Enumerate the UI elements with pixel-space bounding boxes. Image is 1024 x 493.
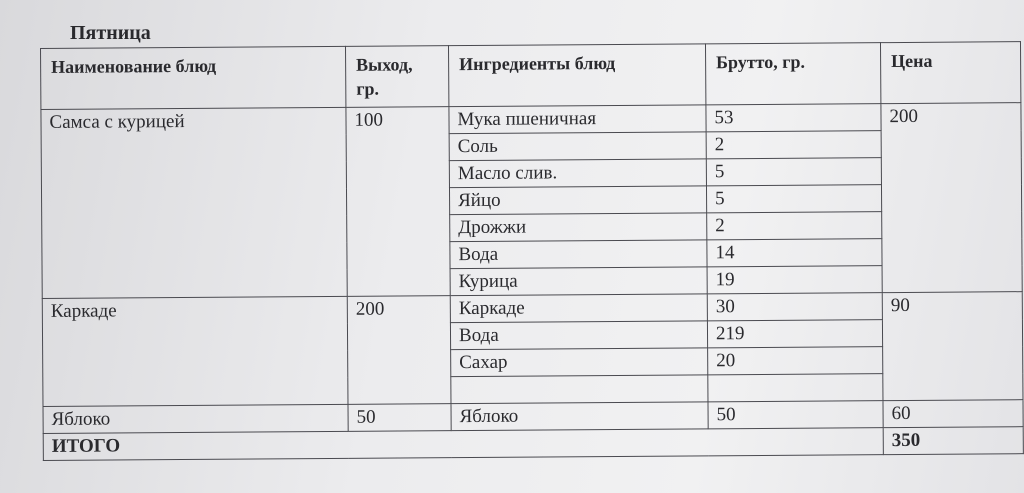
- dish-price: 60: [882, 399, 1024, 428]
- header-yield: Выход, гр.: [345, 45, 449, 108]
- ingredient-name: Яйцо: [449, 185, 707, 215]
- page-title: Пятница: [70, 22, 151, 44]
- dish-price: 90: [882, 291, 1023, 401]
- ingredient-gross: 5: [706, 157, 882, 186]
- ingredient-gross: 14: [706, 238, 883, 267]
- ingredient-name: Каркаде: [450, 293, 708, 323]
- ingredient-gross: 5: [706, 184, 882, 213]
- ingredient-gross: 53: [705, 103, 882, 132]
- ingredient-gross: 2: [706, 211, 882, 240]
- ingredient-name: Сахар: [450, 347, 708, 377]
- ingredient-name: Соль: [449, 131, 707, 161]
- ingredient-gross: 50: [707, 400, 884, 429]
- ingredient-gross: [707, 373, 883, 402]
- ingredient-name: [450, 374, 708, 404]
- header-gross: Брутто, гр.: [705, 42, 881, 105]
- dish-yield: 50: [347, 403, 452, 432]
- dish-name: Самса с курицей: [40, 107, 348, 299]
- ingredient-name: Яблоко: [450, 401, 709, 431]
- ingredient-gross: 30: [707, 292, 883, 321]
- ingredient-gross: 19: [707, 265, 883, 294]
- dish-yield: 200: [347, 295, 451, 405]
- ingredient-name: Мука пшеничная: [448, 104, 707, 134]
- dish-name: Яблоко: [43, 404, 349, 434]
- header-price: Цена: [880, 41, 1021, 104]
- ingredient-name: Вода: [449, 239, 708, 269]
- ingredient-name: Дрожжи: [449, 212, 707, 242]
- dish-yield: 100: [345, 106, 451, 297]
- header-row: Наименование блюд Выход, гр. Ингредиенты…: [40, 41, 1021, 110]
- total-value: 350: [883, 426, 1024, 455]
- ingredient-gross: 2: [706, 130, 882, 159]
- total-row: ИТОГО 350: [43, 426, 1024, 461]
- ingredient-name: Масло слив.: [449, 158, 707, 188]
- header-ingredients: Ингредиенты блюд: [448, 43, 706, 107]
- ingredient-name: Вода: [450, 320, 708, 350]
- dish-price: 200: [880, 102, 1023, 293]
- dish-name: Каркаде: [42, 296, 348, 407]
- header-dish-name: Наименование блюд: [40, 46, 346, 110]
- ingredient-gross: 219: [707, 319, 883, 348]
- ingredient-name: Курица: [450, 266, 708, 296]
- total-label: ИТОГО: [43, 427, 884, 461]
- menu-table: Наименование блюд Выход, гр. Ингредиенты…: [40, 41, 1024, 461]
- ingredient-gross: 20: [707, 346, 883, 375]
